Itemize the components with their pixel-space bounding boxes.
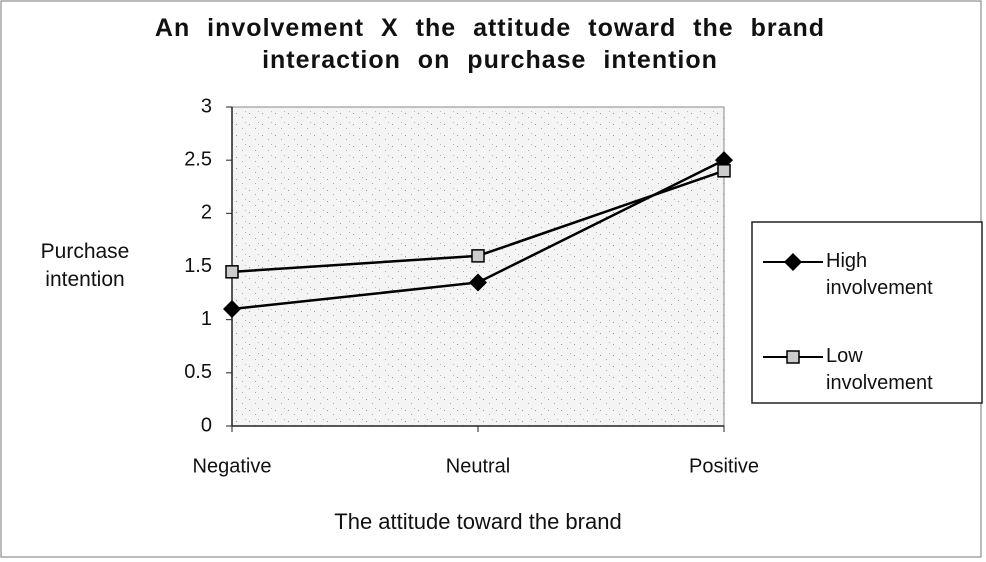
marker (786, 350, 800, 364)
marker (469, 273, 487, 292)
y-tick-label: 3 (201, 95, 212, 117)
chart-title: An involvement X the attitude toward the… (154, 14, 826, 74)
x-tick-label: Negative (193, 455, 272, 477)
y-tick-label: 1.5 (184, 255, 212, 277)
x-tick-label: Positive (689, 455, 759, 477)
legend-box (751, 221, 983, 404)
marker (471, 249, 485, 263)
y-tick-label: 0.5 (184, 361, 212, 383)
marker (717, 164, 731, 178)
legend-label: Low involvement (826, 345, 933, 394)
y-tick-label: 2.5 (184, 148, 212, 170)
y-tick-label: 0 (201, 414, 212, 436)
marker (784, 253, 802, 271)
x-tick-label: Neutral (446, 455, 510, 477)
y-tick-label: 1 (201, 308, 212, 330)
x-axis-title: The attitude toward the brand (334, 509, 621, 534)
marker (225, 265, 239, 279)
y-tick-label: 2 (201, 202, 212, 224)
legend-label: High involvement (826, 250, 933, 299)
y-axis-title: Purchase intention (40, 240, 130, 291)
marker (223, 300, 241, 319)
